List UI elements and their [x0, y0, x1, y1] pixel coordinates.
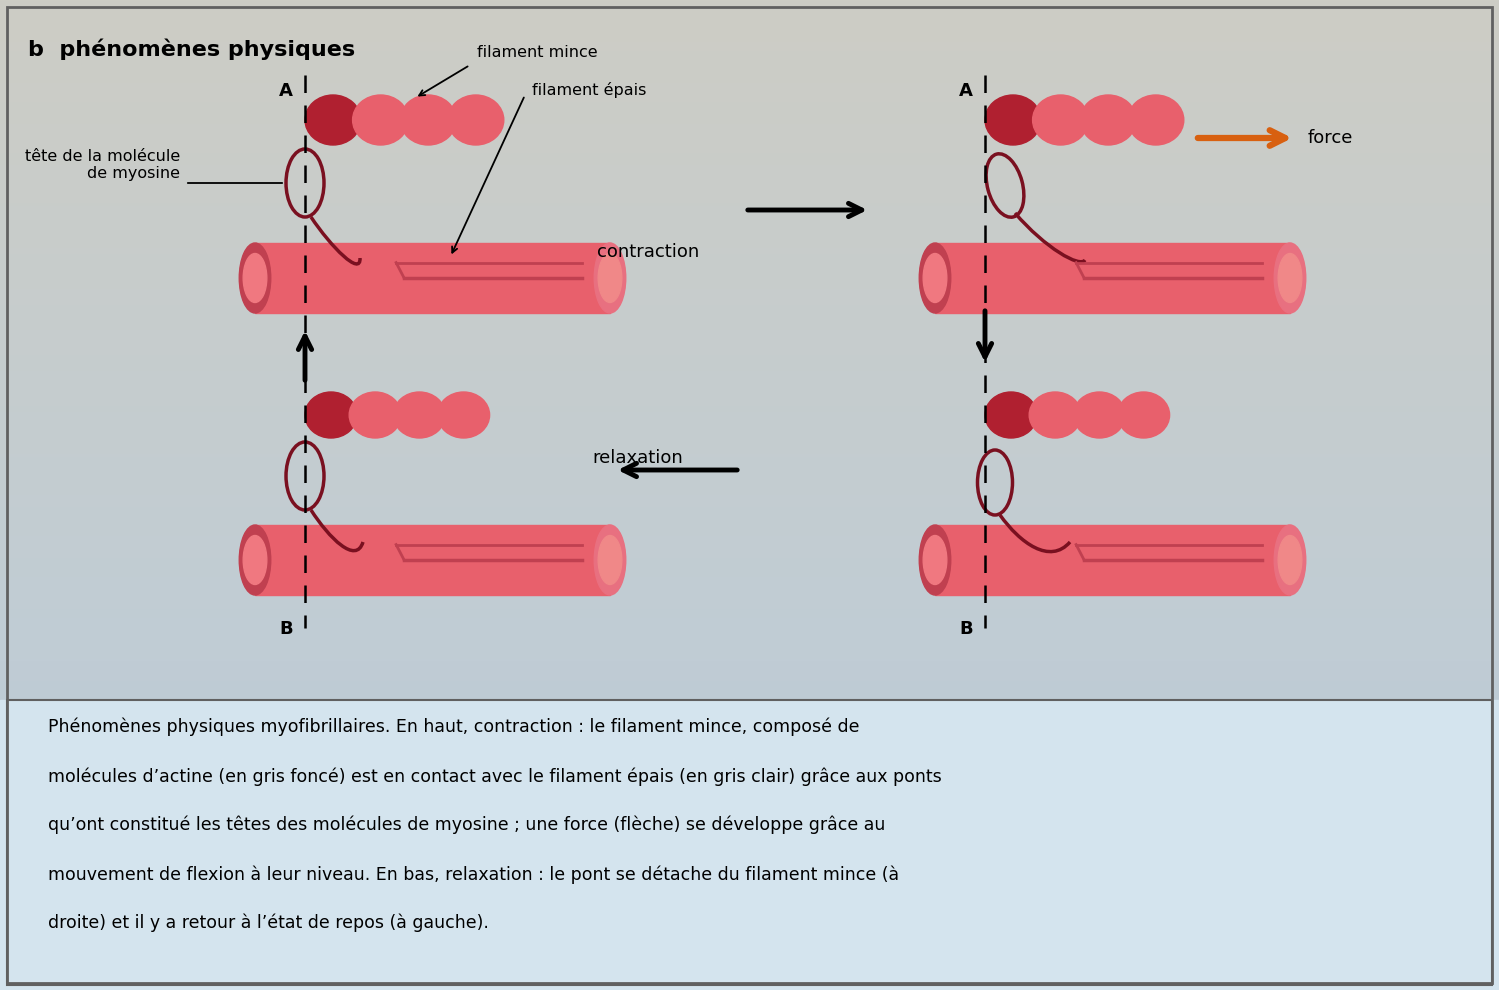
Text: A: A [279, 82, 292, 100]
Ellipse shape [304, 392, 357, 438]
Ellipse shape [985, 95, 1040, 145]
Text: qu’ont constitué les têtes des molécules de myosine ; une force (flèche) se déve: qu’ont constitué les têtes des molécules… [48, 816, 886, 835]
Ellipse shape [243, 536, 267, 584]
Ellipse shape [1118, 392, 1169, 438]
Ellipse shape [1073, 392, 1126, 438]
Bar [255, 243, 610, 313]
Ellipse shape [352, 95, 409, 145]
Ellipse shape [923, 536, 947, 584]
Bar [0, 700, 1499, 990]
Text: Phénomènes physiques myofibrillaires. En haut, contraction : le filament mince, : Phénomènes physiques myofibrillaires. En… [48, 718, 859, 737]
Text: molécules d’actine (en gris foncé) est en contact avec le filament épais (en gri: molécules d’actine (en gris foncé) est e… [48, 767, 941, 785]
Ellipse shape [919, 525, 950, 595]
Text: relaxation: relaxation [592, 449, 684, 467]
Ellipse shape [1274, 525, 1306, 595]
Text: B: B [959, 620, 973, 638]
Text: filament mince: filament mince [477, 45, 598, 60]
Ellipse shape [304, 95, 361, 145]
Ellipse shape [594, 243, 625, 313]
Ellipse shape [1127, 95, 1184, 145]
Ellipse shape [1279, 536, 1301, 584]
Text: B: B [279, 620, 292, 638]
Ellipse shape [400, 95, 456, 145]
Ellipse shape [1030, 392, 1081, 438]
Ellipse shape [393, 392, 445, 438]
Text: tête de la molécule
de myosine: tête de la molécule de myosine [25, 148, 180, 181]
Text: b  phénomènes physiques: b phénomènes physiques [28, 38, 355, 59]
Text: A: A [959, 82, 973, 100]
Ellipse shape [919, 243, 950, 313]
Bar [7, 700, 1492, 985]
Ellipse shape [349, 392, 402, 438]
Ellipse shape [1279, 253, 1301, 303]
Bar [935, 525, 1291, 595]
Ellipse shape [1081, 95, 1136, 145]
Ellipse shape [240, 525, 271, 595]
Text: force: force [1309, 129, 1354, 147]
Ellipse shape [448, 95, 504, 145]
Ellipse shape [1274, 243, 1306, 313]
Ellipse shape [1033, 95, 1088, 145]
Ellipse shape [594, 525, 625, 595]
Ellipse shape [985, 392, 1037, 438]
Text: contraction: contraction [597, 243, 699, 261]
Ellipse shape [598, 536, 622, 584]
Ellipse shape [243, 253, 267, 303]
Ellipse shape [438, 392, 490, 438]
Bar [935, 243, 1291, 313]
Ellipse shape [923, 253, 947, 303]
Bar [255, 525, 610, 595]
Text: mouvement de flexion à leur niveau. En bas, relaxation : le pont se détache du f: mouvement de flexion à leur niveau. En b… [48, 865, 899, 883]
Ellipse shape [598, 253, 622, 303]
Ellipse shape [240, 243, 271, 313]
Text: droite) et il y a retour à l’état de repos (à gauche).: droite) et il y a retour à l’état de rep… [48, 914, 489, 933]
Text: filament épais: filament épais [532, 82, 646, 98]
